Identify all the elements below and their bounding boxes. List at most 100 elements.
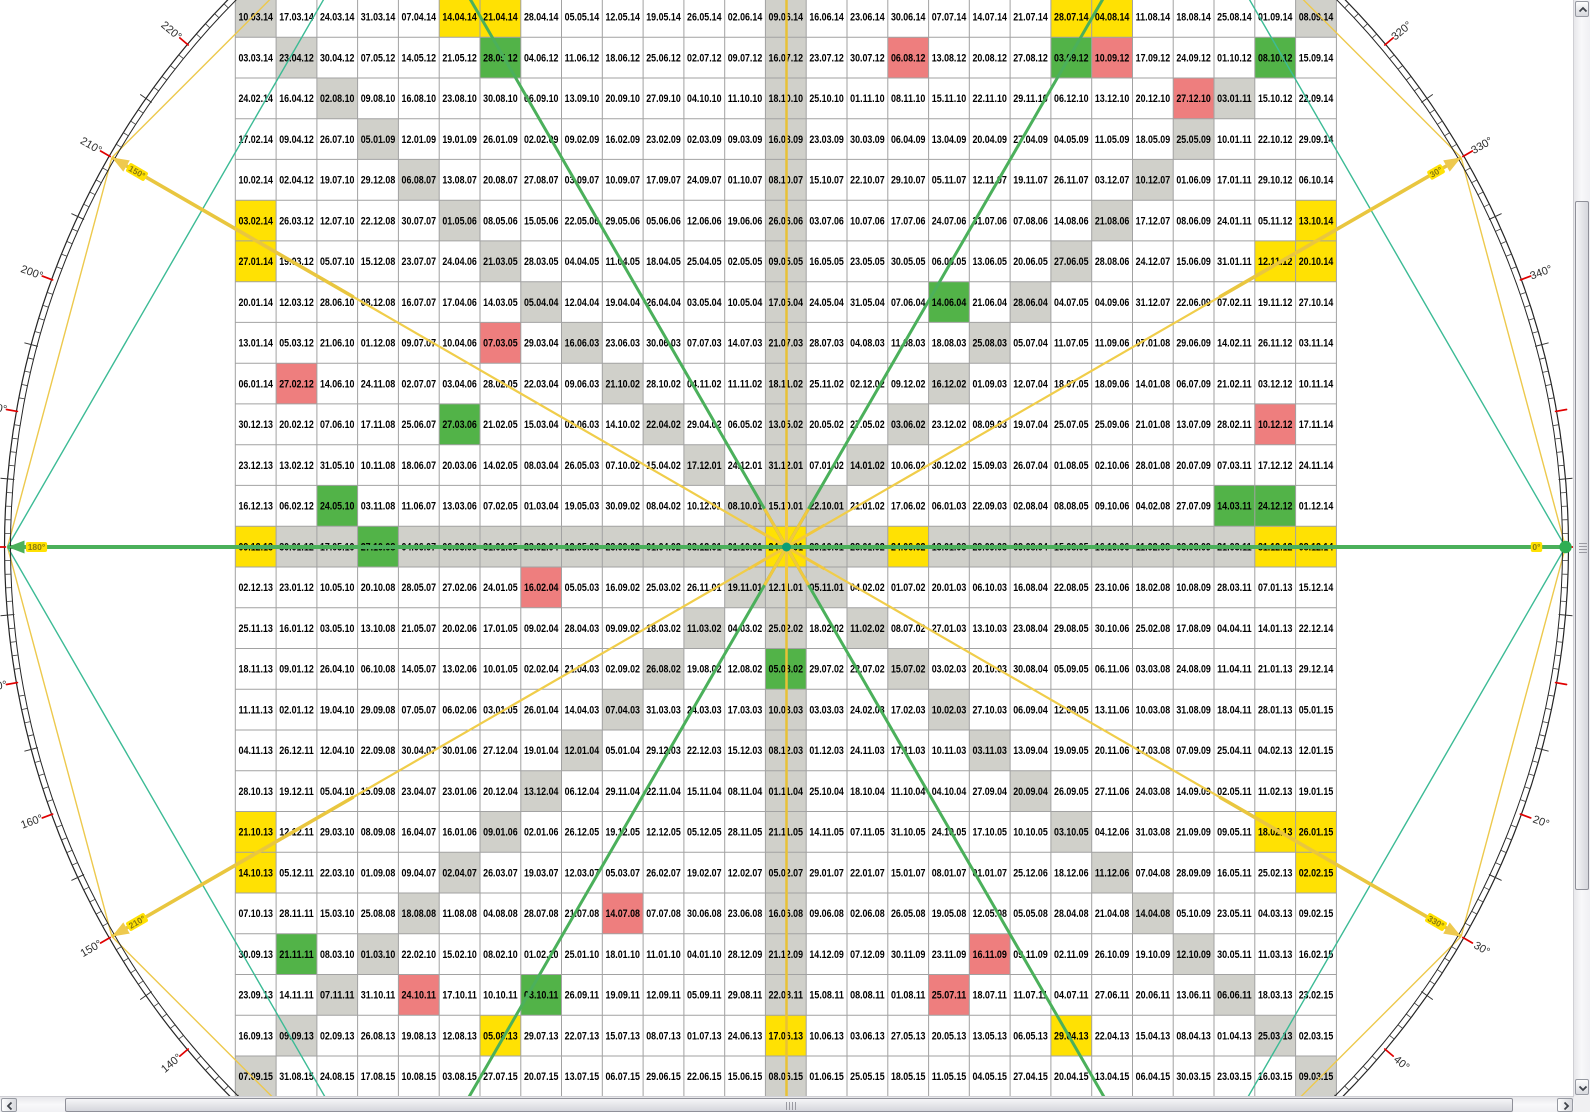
svg-text:29.12.08: 29.12.08 xyxy=(361,175,396,187)
svg-text:19.11.07: 19.11.07 xyxy=(1013,175,1048,187)
svg-text:06.12.04: 06.12.04 xyxy=(565,786,600,798)
svg-text:04.06.12: 04.06.12 xyxy=(524,52,559,64)
svg-text:03.04.06: 03.04.06 xyxy=(442,378,477,390)
svg-text:25.04.05: 25.04.05 xyxy=(687,256,722,268)
svg-text:03.05.10: 03.05.10 xyxy=(320,623,355,635)
svg-text:17.01.11: 17.01.11 xyxy=(1217,175,1252,187)
svg-text:16.02.04: 16.02.04 xyxy=(524,582,559,594)
svg-text:19.01.15: 19.01.15 xyxy=(1299,786,1334,798)
svg-text:25.08.08: 25.08.08 xyxy=(361,908,396,920)
svg-text:17.09.07: 17.09.07 xyxy=(646,175,681,187)
svg-text:30.06.14: 30.06.14 xyxy=(891,12,926,24)
svg-text:21.06.04: 21.06.04 xyxy=(972,297,1007,309)
svg-text:24.03.14: 24.03.14 xyxy=(320,12,355,24)
svg-text:05.07.10: 05.07.10 xyxy=(320,256,355,268)
svg-text:23.11.09: 23.11.09 xyxy=(932,949,967,961)
svg-text:29.03.10: 29.03.10 xyxy=(320,827,355,839)
svg-text:18.06.12: 18.06.12 xyxy=(605,52,640,64)
svg-text:24.11.08: 24.11.08 xyxy=(361,378,396,390)
svg-text:19.11.12: 19.11.12 xyxy=(1258,297,1293,309)
svg-text:01.09.08: 01.09.08 xyxy=(361,867,396,879)
svg-text:13.02.06: 13.02.06 xyxy=(442,664,477,676)
svg-text:21.08.06: 21.08.06 xyxy=(1095,215,1130,227)
svg-text:04.11.13: 04.11.13 xyxy=(238,745,273,757)
svg-text:10.10.11: 10.10.11 xyxy=(483,990,518,1002)
svg-text:22.03.04: 22.03.04 xyxy=(524,378,559,390)
svg-text:24.10.05: 24.10.05 xyxy=(932,827,967,839)
svg-text:13.04.09: 13.04.09 xyxy=(932,134,967,146)
svg-text:04.05.15: 04.05.15 xyxy=(972,1071,1007,1083)
svg-text:27.02.12: 27.02.12 xyxy=(279,378,314,390)
svg-text:22.10.07: 22.10.07 xyxy=(850,175,885,187)
svg-text:08.06.09: 08.06.09 xyxy=(1176,215,1211,227)
svg-text:10.03.08: 10.03.08 xyxy=(1136,704,1171,716)
svg-text:12.01.09: 12.01.09 xyxy=(402,134,437,146)
svg-text:12.04.04: 12.04.04 xyxy=(565,297,600,309)
svg-text:15.03.04: 15.03.04 xyxy=(524,419,559,431)
svg-text:02.07.12: 02.07.12 xyxy=(687,52,722,64)
svg-text:01.04.13: 01.04.13 xyxy=(1217,1030,1252,1042)
svg-text:06.08.07: 06.08.07 xyxy=(402,175,437,187)
svg-text:04.10.10: 04.10.10 xyxy=(687,93,722,105)
svg-text:07.06.04: 07.06.04 xyxy=(891,297,926,309)
svg-text:23.06.03: 23.06.03 xyxy=(605,338,640,350)
svg-text:24.03.08: 24.03.08 xyxy=(1136,786,1171,798)
svg-text:18.04.05: 18.04.05 xyxy=(646,256,681,268)
svg-text:21.02.05: 21.02.05 xyxy=(483,419,518,431)
svg-text:14.05.12: 14.05.12 xyxy=(402,52,437,64)
svg-text:08.11.10: 08.11.10 xyxy=(891,93,926,105)
svg-text:15.08.11: 15.08.11 xyxy=(809,990,844,1002)
svg-text:05.03.12: 05.03.12 xyxy=(279,338,314,350)
svg-text:21.10.02: 21.10.02 xyxy=(605,378,640,390)
svg-text:27.08.07: 27.08.07 xyxy=(524,175,559,187)
svg-text:11.01.10: 11.01.10 xyxy=(646,949,681,961)
svg-text:23.10.06: 23.10.06 xyxy=(1095,582,1130,594)
svg-text:16.08.04: 16.08.04 xyxy=(1013,582,1048,594)
svg-text:04.07.11: 04.07.11 xyxy=(1054,990,1089,1002)
svg-text:26.11.01: 26.11.01 xyxy=(687,582,722,594)
svg-text:0°: 0° xyxy=(1532,542,1541,552)
svg-text:05.09.11: 05.09.11 xyxy=(687,990,722,1002)
svg-text:08.09.08: 08.09.08 xyxy=(361,827,396,839)
svg-text:24.10.11: 24.10.11 xyxy=(402,990,437,1002)
svg-text:24.01.05: 24.01.05 xyxy=(483,582,518,594)
svg-text:02.11.09: 02.11.09 xyxy=(1054,949,1089,961)
svg-text:24.05.10: 24.05.10 xyxy=(320,501,355,513)
svg-text:28.07.08: 28.07.08 xyxy=(524,908,559,920)
svg-text:19.05.08: 19.05.08 xyxy=(932,908,967,920)
svg-text:16.04.07: 16.04.07 xyxy=(402,827,437,839)
svg-text:29.11.04: 29.11.04 xyxy=(605,786,640,798)
svg-text:23.04.07: 23.04.07 xyxy=(402,786,437,798)
svg-text:17.04.06: 17.04.06 xyxy=(442,297,477,309)
svg-text:13.07.09: 13.07.09 xyxy=(1176,419,1211,431)
svg-text:09.05.11: 09.05.11 xyxy=(1217,827,1252,839)
svg-text:05.04.04: 05.04.04 xyxy=(524,297,559,309)
svg-text:13.04.15: 13.04.15 xyxy=(1095,1071,1130,1083)
svg-text:03.09.07: 03.09.07 xyxy=(565,175,600,187)
svg-text:27.10.03: 27.10.03 xyxy=(972,704,1007,716)
svg-text:19.08.13: 19.08.13 xyxy=(402,1030,437,1042)
svg-text:24.05.04: 24.05.04 xyxy=(809,297,844,309)
svg-text:15.07.13: 15.07.13 xyxy=(605,1030,640,1042)
svg-text:05.05.03: 05.05.03 xyxy=(565,582,600,594)
svg-text:13.08.12: 13.08.12 xyxy=(932,52,967,64)
svg-text:20.05.02: 20.05.02 xyxy=(809,419,844,431)
svg-text:03.07.06: 03.07.06 xyxy=(809,215,844,227)
svg-text:25.02.13: 25.02.13 xyxy=(1258,867,1293,879)
svg-text:30.06.08: 30.06.08 xyxy=(687,908,722,920)
svg-text:15.04.02: 15.04.02 xyxy=(646,460,681,472)
svg-text:07.05.07: 07.05.07 xyxy=(402,704,437,716)
svg-text:12.08.13: 12.08.13 xyxy=(442,1030,477,1042)
svg-text:02.07.07: 02.07.07 xyxy=(402,378,437,390)
svg-text:27.10.14: 27.10.14 xyxy=(1299,297,1334,309)
svg-text:170°: 170° xyxy=(0,679,8,695)
svg-text:26.07.04: 26.07.04 xyxy=(1013,460,1048,472)
svg-text:05.01.04: 05.01.04 xyxy=(605,745,640,757)
svg-text:25.09.06: 25.09.06 xyxy=(1095,419,1130,431)
svg-text:03.11.03: 03.11.03 xyxy=(972,745,1007,757)
svg-text:17.10.05: 17.10.05 xyxy=(972,827,1007,839)
svg-text:18.09.06: 18.09.06 xyxy=(1095,378,1130,390)
svg-text:29.09.08: 29.09.08 xyxy=(361,704,396,716)
svg-text:29.08.11: 29.08.11 xyxy=(728,990,763,1002)
svg-text:10.06.13: 10.06.13 xyxy=(809,1030,844,1042)
